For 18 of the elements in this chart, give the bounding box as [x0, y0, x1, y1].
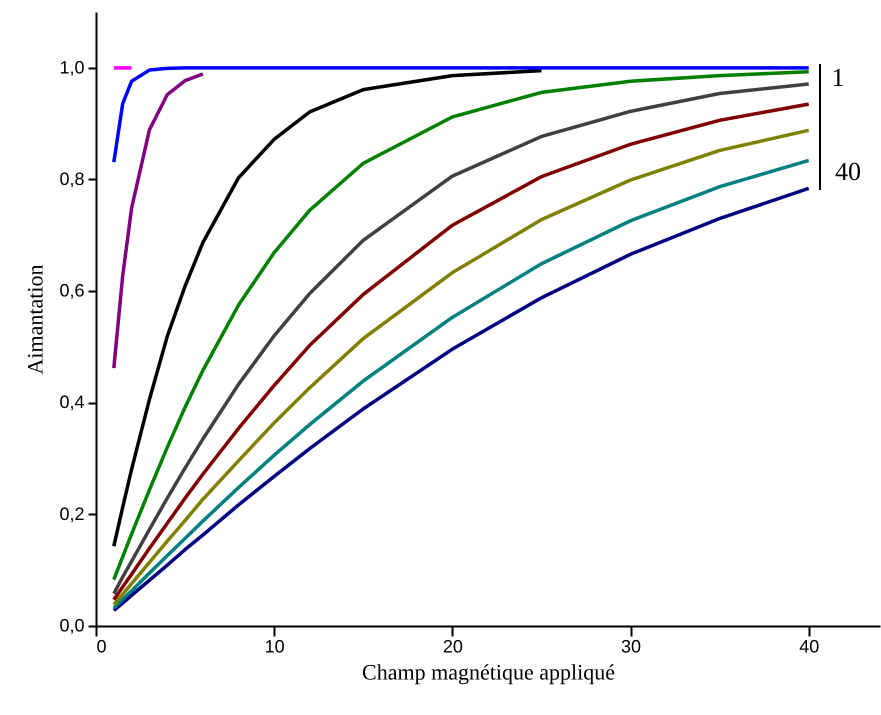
- y-axis-title: Aimantation: [22, 264, 48, 374]
- x-tick-label: 10: [264, 636, 285, 656]
- y-tick-label: 0,8: [59, 168, 84, 189]
- x-axis-title: Champ magnétique appliqué: [362, 660, 615, 684]
- y-tick-label: 0,2: [59, 504, 84, 524]
- y-tick-label: 1,0: [59, 57, 84, 78]
- x-tick-label: 0: [96, 636, 107, 656]
- line-series: [112, 66, 810, 164]
- y-tick-label: 0,4: [59, 392, 84, 412]
- line-series: [112, 72, 205, 370]
- y-tick-label: 0,0: [59, 616, 84, 636]
- y-tick-label: 0,6: [59, 280, 84, 301]
- x-tick-label: 20: [442, 636, 463, 656]
- line-series: [112, 68, 544, 548]
- x-tick-label: 30: [621, 636, 642, 656]
- annotation: 1: [832, 63, 844, 92]
- x-tick-label: 40: [799, 636, 820, 656]
- annotation: 40: [835, 157, 861, 186]
